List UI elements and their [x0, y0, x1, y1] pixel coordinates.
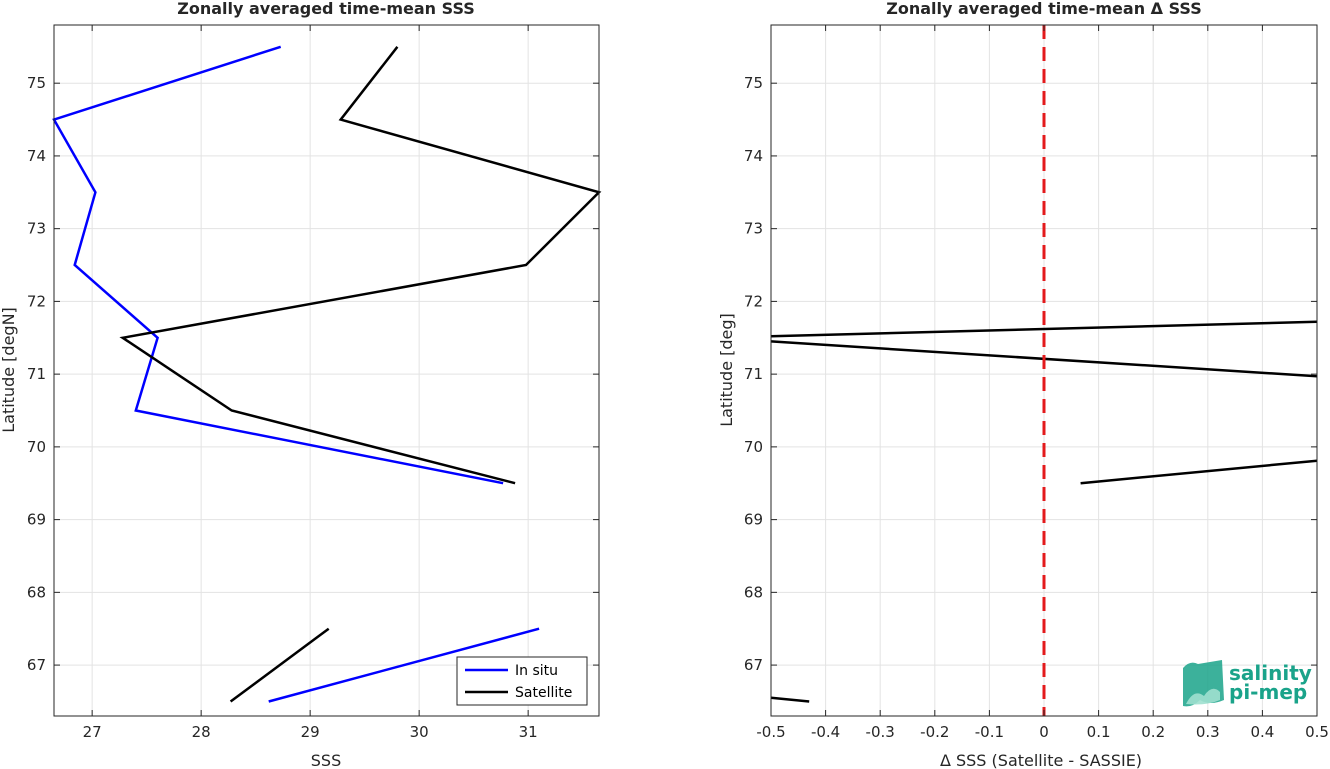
x-tick-label: -0.2 — [920, 723, 949, 741]
y-tick-label: 74 — [27, 147, 46, 165]
y-tick-label: 68 — [27, 583, 46, 601]
delta-y-axis-label: Latitude [deg] — [717, 313, 736, 427]
delta-axis-ticks: -0.5 -0.4 -0.3 -0.2 -0.1 0 0.1 0.2 0.3 0.4 0.5 67 68… — [744, 25, 1329, 741]
y-tick-label: 71 — [27, 365, 46, 383]
y-tick-label: 67 — [744, 656, 763, 674]
x-tick-label: 0.4 — [1250, 723, 1274, 741]
y-tick-label: 69 — [744, 511, 763, 529]
sss-panel: Zonally averaged time-mean SSS 27 28 29 30 3… — [0, 0, 602, 769]
delta-sss-panel-title: Zonally averaged time-mean Δ SSS — [886, 0, 1202, 18]
y-tick-label: 68 — [744, 583, 763, 601]
x-tick-label: -0.5 — [756, 723, 785, 741]
x-tick-label: 30 — [410, 723, 429, 741]
logo-line-2: pi-mep — [1229, 680, 1307, 704]
y-tick-label: 70 — [744, 438, 763, 456]
x-tick-label: 27 — [83, 723, 102, 741]
y-tick-label: 71 — [744, 365, 763, 383]
sss-plot-frame — [53, 24, 600, 717]
x-tick-label: 0.3 — [1196, 723, 1220, 741]
satellite-line — [119, 46, 602, 485]
delta-sss-panel: Zonally averaged time-mean Δ SSS -0.5 -0.… — [717, 0, 1329, 769]
y-tick-label: 75 — [27, 74, 46, 92]
delta-x-axis-label: Δ SSS (Satellite - SASSIE) — [940, 751, 1142, 769]
x-tick-label: -0.3 — [866, 723, 895, 741]
y-tick-label: 72 — [744, 292, 763, 310]
x-tick-label: 31 — [519, 723, 538, 741]
delta-sss-line — [770, 320, 1318, 338]
sss-y-axis-label: Latitude [degN] — [0, 307, 18, 433]
delta-sss-line — [770, 696, 810, 703]
delta-sss-line — [1080, 459, 1318, 485]
satellite-line — [229, 627, 330, 703]
logo-wave-highlight — [1186, 688, 1220, 705]
x-tick-label: -0.4 — [811, 723, 840, 741]
x-tick-label: 28 — [192, 723, 211, 741]
sss-axis-ticks: 27 28 29 30 31 67 68 69 70 71 72 73 74 75 — [27, 25, 599, 741]
x-tick-label: 29 — [301, 723, 320, 741]
y-tick-label: 74 — [744, 147, 763, 165]
legend: In situ Satellite — [456, 656, 588, 706]
y-tick-label: 75 — [744, 74, 763, 92]
sss-gridlines — [54, 25, 599, 716]
x-tick-label: -0.1 — [975, 723, 1004, 741]
x-tick-label: 0.1 — [1087, 723, 1111, 741]
sss-x-axis-label: SSS — [311, 751, 341, 769]
y-tick-label: 70 — [27, 438, 46, 456]
legend-in-situ-label: In situ — [515, 663, 558, 679]
salinity-pi-mep-logo: salinity pi-mep — [1183, 660, 1312, 707]
x-tick-label: 0 — [1039, 723, 1049, 741]
x-tick-label: 0.5 — [1305, 723, 1329, 741]
y-tick-label: 72 — [27, 292, 46, 310]
logo-line-1: salinity — [1229, 661, 1312, 685]
y-tick-label: 69 — [27, 511, 46, 529]
y-tick-label: 73 — [744, 220, 763, 238]
x-tick-label: 0.2 — [1141, 723, 1165, 741]
sss-panel-title: Zonally averaged time-mean SSS — [177, 0, 475, 18]
legend-box — [456, 656, 588, 706]
sss-plot-background — [54, 25, 599, 716]
legend-satellite-label: Satellite — [515, 685, 572, 701]
y-tick-label: 67 — [27, 656, 46, 674]
in-situ-line — [268, 627, 540, 703]
y-tick-label: 73 — [27, 220, 46, 238]
